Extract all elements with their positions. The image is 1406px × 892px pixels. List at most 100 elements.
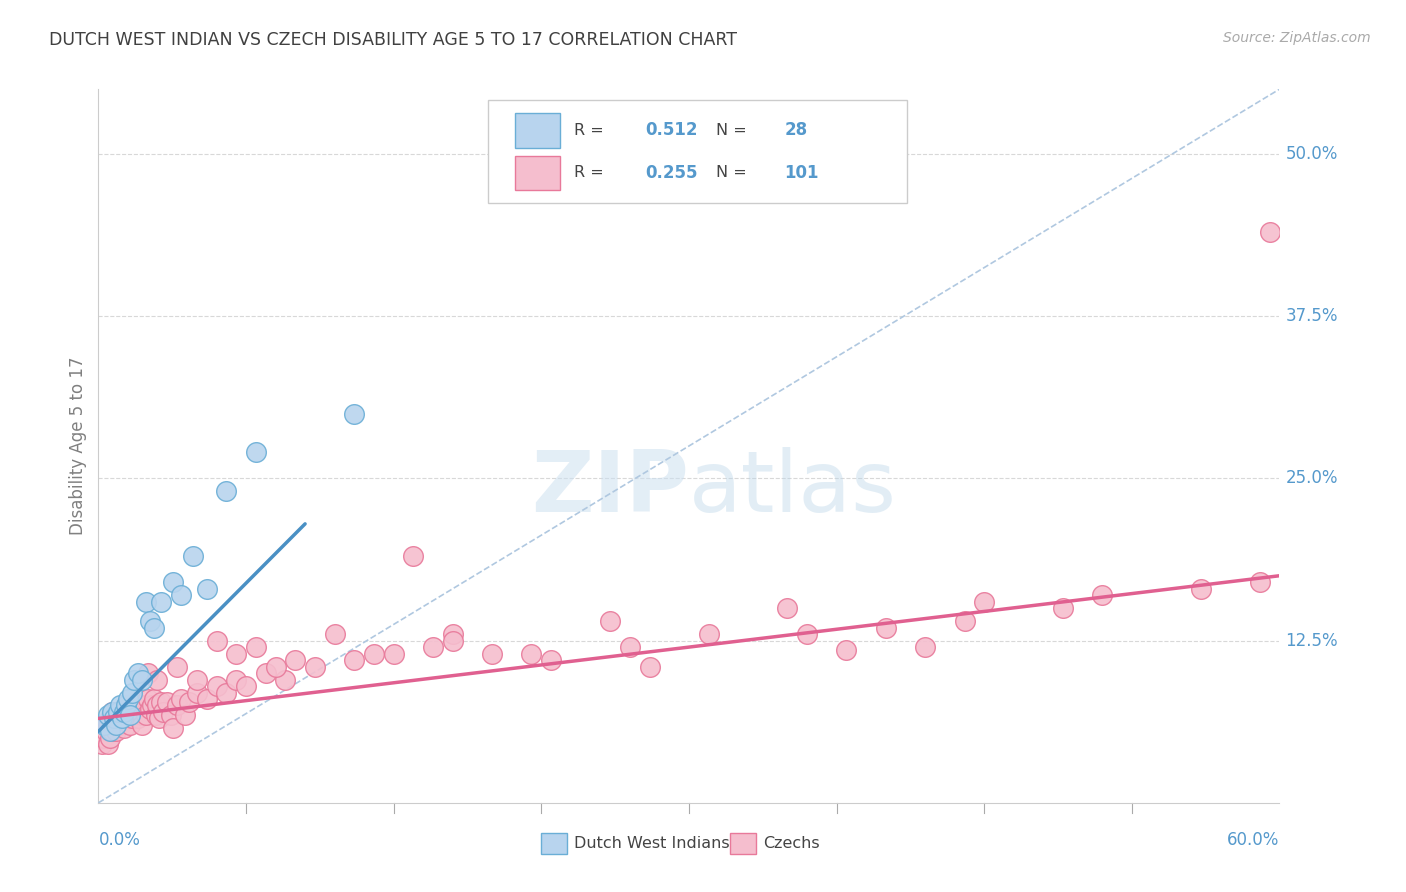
Point [132, 698, 155, 713]
Point [121, 702, 143, 716]
Point [127, 698, 149, 713]
FancyBboxPatch shape [488, 100, 907, 203]
Point [619, 640, 641, 654]
Text: R =: R = [575, 165, 609, 180]
Point [122, 695, 145, 709]
Point [875, 621, 897, 635]
Bar [730, 833, 756, 855]
Point [215, 685, 238, 699]
Point [146, 698, 169, 713]
Point [97, 718, 120, 732]
Point [118, 707, 141, 722]
Point [97, 707, 120, 722]
Point [225, 673, 247, 687]
Point [174, 707, 197, 722]
Point [117, 711, 139, 725]
Point [93, 718, 115, 732]
Point [127, 711, 149, 725]
Text: 0.0%: 0.0% [98, 831, 141, 849]
Point [111, 714, 134, 728]
Point [122, 705, 145, 719]
Point [1258, 225, 1281, 239]
Point [697, 627, 720, 641]
Point [343, 653, 366, 667]
Point [363, 647, 385, 661]
Point [441, 633, 464, 648]
Point [117, 692, 139, 706]
Point [98, 731, 121, 745]
Bar [541, 833, 567, 855]
Text: 101: 101 [785, 164, 820, 182]
Point [135, 595, 157, 609]
Point [973, 595, 995, 609]
Point [170, 692, 193, 706]
Point [117, 702, 139, 716]
Point [162, 721, 184, 735]
Point [235, 679, 257, 693]
Point [150, 595, 173, 609]
Point [402, 549, 425, 564]
Text: ZIP: ZIP [531, 447, 689, 531]
Point [115, 698, 138, 713]
Text: 0.255: 0.255 [645, 164, 697, 182]
Point [108, 707, 131, 722]
Point [105, 718, 128, 732]
Point [121, 711, 143, 725]
Point [142, 621, 165, 635]
Point [481, 647, 503, 661]
Point [145, 707, 167, 722]
Point [146, 673, 169, 687]
Point [148, 711, 170, 725]
Point [343, 407, 366, 421]
Point [170, 588, 193, 602]
Point [118, 718, 141, 732]
Text: R =: R = [575, 123, 609, 138]
Point [245, 445, 267, 459]
Text: 25.0%: 25.0% [1285, 469, 1339, 487]
Point [125, 707, 148, 722]
Text: Dutch West Indians: Dutch West Indians [575, 836, 730, 851]
Point [181, 549, 204, 564]
Point [422, 640, 444, 654]
Point [186, 673, 208, 687]
Point [121, 685, 143, 699]
Point [131, 718, 153, 732]
Point [131, 673, 153, 687]
Point [274, 673, 297, 687]
Point [638, 659, 661, 673]
Point [112, 705, 135, 719]
Point [108, 698, 131, 713]
Point [215, 484, 238, 499]
Text: Czechs: Czechs [763, 836, 820, 851]
Point [205, 633, 228, 648]
Point [107, 711, 129, 725]
Point [98, 724, 121, 739]
Point [107, 705, 129, 719]
Point [127, 666, 149, 681]
Point [101, 705, 124, 719]
Text: atlas: atlas [689, 447, 897, 531]
Point [98, 711, 121, 725]
Point [186, 685, 208, 699]
Point [382, 647, 405, 661]
Point [103, 711, 125, 725]
Point [107, 705, 129, 719]
Point [103, 718, 125, 732]
Point [136, 666, 159, 681]
Point [195, 692, 218, 706]
Point [138, 702, 160, 716]
Point [152, 705, 174, 719]
Point [101, 705, 124, 719]
Text: 0.512: 0.512 [645, 121, 697, 139]
Point [115, 707, 138, 722]
Point [112, 711, 135, 725]
Point [441, 627, 464, 641]
Point [97, 738, 120, 752]
Point [160, 707, 183, 722]
Point [195, 582, 218, 596]
Point [93, 731, 115, 745]
Point [162, 575, 184, 590]
Point [599, 614, 621, 628]
Point [225, 647, 247, 661]
Point [138, 614, 160, 628]
